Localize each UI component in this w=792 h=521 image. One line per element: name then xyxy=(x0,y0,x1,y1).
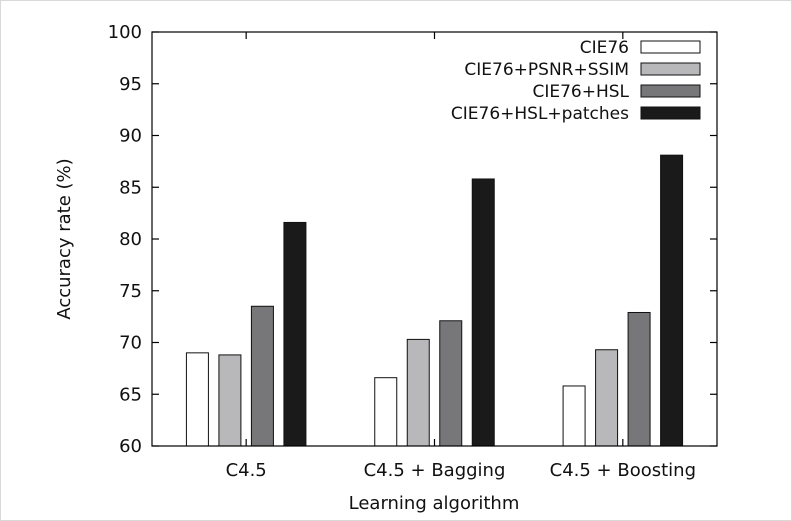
bar-cie76-hsl-1 xyxy=(439,320,463,447)
bar-cie76-hsl-patches-1 xyxy=(471,178,495,447)
bar-cie76-1 xyxy=(374,377,398,447)
y-tick-label: 100 xyxy=(108,22,142,43)
x-axis-label: Learning algorithm xyxy=(349,493,520,514)
bar-cie76-hsl-2 xyxy=(627,311,651,447)
x-tick-label: C4.5 + Bagging xyxy=(364,460,506,481)
y-tick-label: 80 xyxy=(119,229,142,250)
legend: CIE76CIE76+PSNR+SSIMCIE76+HSLCIE76+HSL+p… xyxy=(451,38,701,124)
legend-swatch xyxy=(640,40,701,54)
legend-swatch xyxy=(640,84,701,98)
legend-label: CIE76+HSL+patches xyxy=(451,104,629,124)
legend-label: CIE76 xyxy=(580,38,629,58)
y-tick-label: 95 xyxy=(119,74,142,95)
y-axis-label: Accuracy rate (%) xyxy=(54,158,75,319)
x-tick-label: C4.5 + Boosting xyxy=(550,460,696,481)
y-tick-label: 75 xyxy=(119,281,142,302)
legend-swatch xyxy=(640,62,701,76)
bar-cie76-0 xyxy=(185,352,209,447)
y-tick-label: 65 xyxy=(119,384,142,405)
bar-cie76-psnr-ssim-2 xyxy=(595,349,619,447)
legend-label: CIE76+PSNR+SSIM xyxy=(464,60,629,80)
x-ticks-group: C4.5 C4.5 + Bagging C4.5 + Boosting xyxy=(226,32,696,481)
bar-cie76-hsl-patches-2 xyxy=(660,154,684,447)
bar-cie76-psnr-ssim-0 xyxy=(218,354,242,447)
y-tick-label: 85 xyxy=(119,177,142,198)
y-tick-label: 60 xyxy=(119,436,142,457)
bars-group xyxy=(185,154,684,447)
legend-swatch xyxy=(640,106,701,120)
bar-cie76-hsl-patches-0 xyxy=(283,221,307,447)
x-tick-label: C4.5 xyxy=(226,460,267,481)
y-ticks-group: 60 65 70 75 80 85 90 95 100 xyxy=(108,22,717,457)
y-tick-label: 90 xyxy=(119,126,142,147)
bar-cie76-psnr-ssim-1 xyxy=(406,338,430,447)
y-tick-label: 70 xyxy=(119,333,142,354)
bar-cie76-hsl-0 xyxy=(250,305,274,447)
bar-cie76-2 xyxy=(562,385,586,447)
legend-label: CIE76+HSL xyxy=(532,82,629,102)
